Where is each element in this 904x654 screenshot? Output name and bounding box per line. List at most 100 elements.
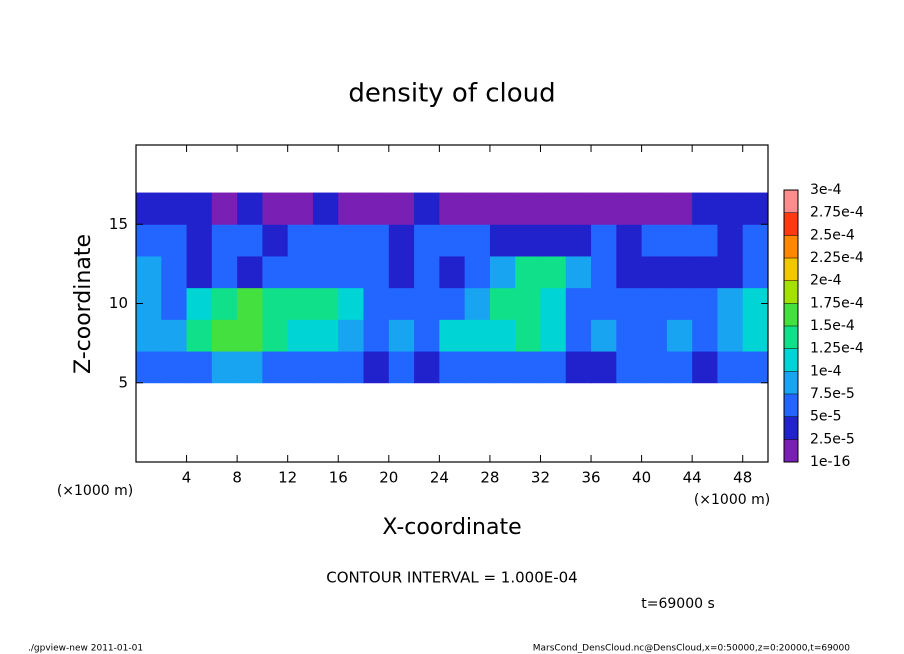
x-tick-label: 4 [182,469,192,487]
heat-cell [414,255,440,289]
heat-cell [262,192,289,225]
heat-cell [717,319,744,352]
x-tick-label: 44 [683,469,702,487]
heat-cell [742,224,769,257]
heat-cell [262,319,289,352]
heat-cell [616,192,643,225]
heat-cell [616,255,643,289]
heat-cell [388,192,415,225]
colorbar-segment [784,326,798,349]
heat-cell [312,255,339,289]
heat-cell [616,287,643,320]
heat-cell [717,255,744,289]
heat-cell [515,255,541,289]
heat-cell [363,192,390,225]
colorbar-label: 5e-5 [810,409,841,425]
heat-cell [414,224,440,257]
colorbar-label: 7.5e-5 [810,386,855,402]
x-tick-label: 36 [581,469,600,487]
heat-cell [666,224,693,257]
heat-cell [464,192,491,225]
colorbar-segment [784,394,798,417]
heat-cell [161,319,188,352]
heat-cell [641,351,668,384]
heat-cell [464,319,491,352]
heat-cell [692,319,718,352]
x-tick-label: 40 [632,469,651,487]
heat-cell [464,287,491,320]
heat-cell [211,319,238,352]
heat-cell [186,255,213,289]
heat-cell [717,287,744,320]
heat-cell [237,224,263,257]
heat-cell [338,287,365,320]
heat-cell [136,224,162,257]
heat-cell [363,287,390,320]
heat-cell [439,351,466,384]
heat-cell [692,351,718,384]
heat-cell [515,287,541,320]
colorbar-label: 3e-4 [810,182,842,198]
heat-cell [717,192,744,225]
y-axis-label: Z-coordinate [71,234,96,374]
heat-cell [312,287,339,320]
heat-cell [414,351,440,384]
heat-cell [237,192,263,225]
x-tick-label: 8 [232,469,242,487]
heat-cell [666,287,693,320]
heat-cell [161,192,188,225]
heat-cell [186,192,213,225]
heat-cell [515,351,541,384]
heat-cell [641,192,668,225]
x-tick-label: 12 [278,469,297,487]
heat-cell [287,255,314,289]
heat-cell [136,255,162,289]
colorbar-label: 1.5e-4 [810,318,855,334]
heat-cell [666,255,693,289]
heat-cell [439,319,466,352]
heat-cell [211,255,238,289]
heat-cell [186,351,213,384]
heat-cell [312,224,339,257]
x-tick-label: 16 [329,469,348,487]
heat-cell [312,319,339,352]
x-unit: (×1000 m) [694,492,770,508]
y-tick-label: 10 [109,294,128,312]
heat-cell [489,192,516,225]
heat-cell [262,287,289,320]
contour-note: CONTOUR INTERVAL = 1.000E-04 [326,569,577,587]
heat-cell [742,351,769,384]
heat-cell [591,192,617,225]
footer-right: MarsCond_DensCloud.nc@DensCloud,x=0:5000… [533,644,850,654]
colorbar-segment [784,258,798,281]
footer-left: ./gpview-new 2011-01-01 [28,644,143,654]
heat-cell [591,255,617,289]
heat-cell [515,224,541,257]
colorbar-label: 1.25e-4 [810,341,864,357]
y-tick-label: 5 [118,373,128,391]
heat-cell [641,319,668,352]
heat-cell [312,192,339,225]
heat-cell [338,319,365,352]
colorbar-label: 2.25e-4 [810,250,864,266]
heat-cell [388,224,415,257]
time-label: t=69000 s [641,596,715,612]
y-unit: (×1000 m) [57,483,133,499]
colorbar-label: 1e-4 [810,363,842,379]
x-axis-label: X-coordinate [382,515,521,540]
heat-cell [414,319,440,352]
heat-cell [211,351,238,384]
colorbar-segment [784,280,798,304]
heat-cell [363,351,390,384]
heat-cell [363,319,390,352]
heat-cell [641,287,668,320]
heat-cell [161,287,188,320]
heat-cell [489,255,516,289]
heat-cell [666,192,693,225]
x-tick-label: 28 [480,469,499,487]
colorbar-label: 2.5e-5 [810,431,855,447]
x-tick-label: 48 [733,469,752,487]
heat-cell [565,351,592,384]
heat-cell [414,287,440,320]
